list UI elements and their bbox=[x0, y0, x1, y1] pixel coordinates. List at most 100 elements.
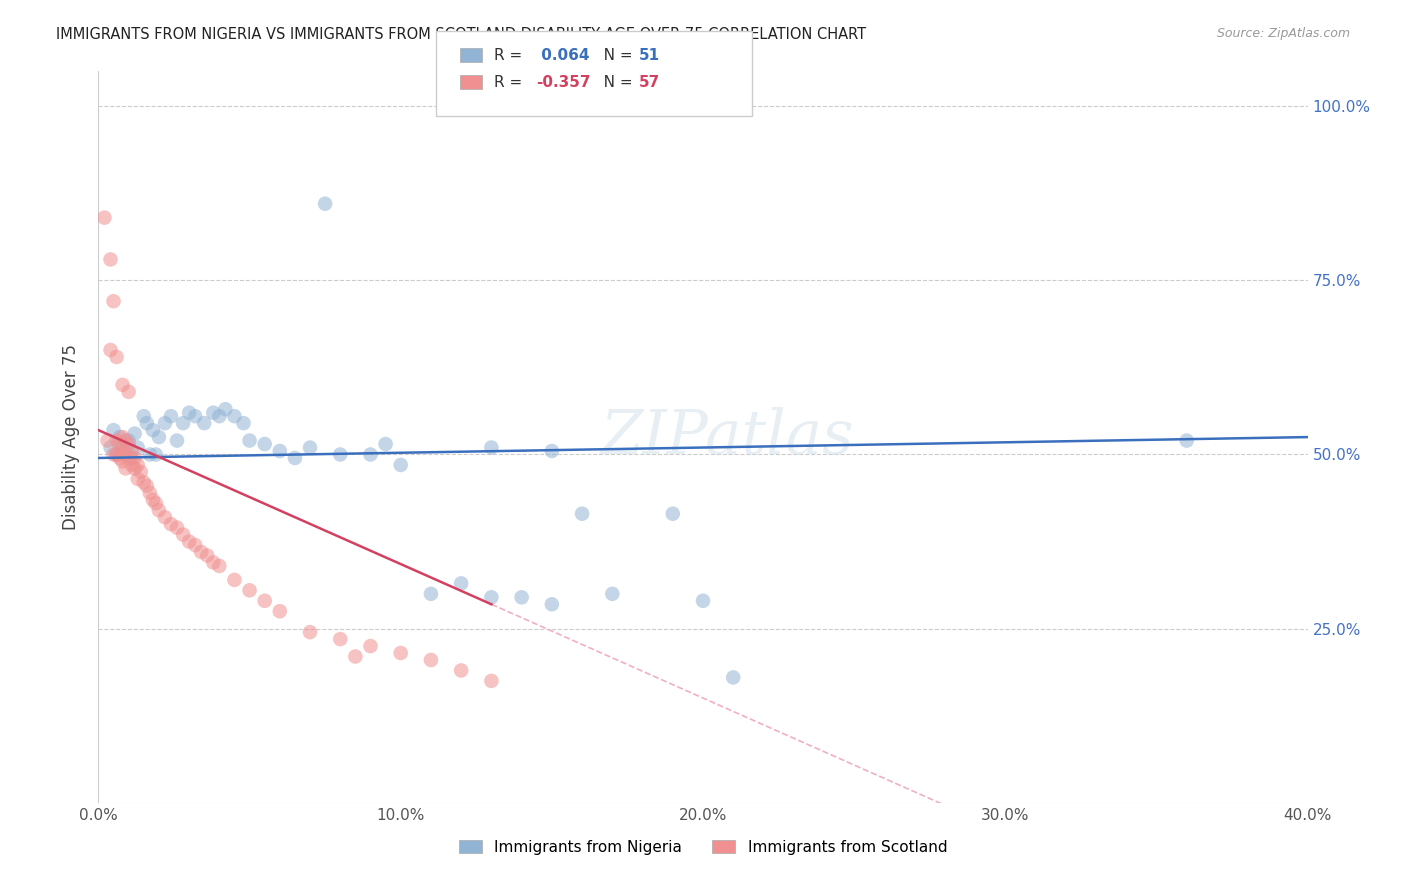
Point bbox=[540, 597, 562, 611]
Point bbox=[160, 517, 183, 532]
Text: N =: N = bbox=[589, 48, 637, 62]
Point bbox=[103, 423, 125, 437]
Point bbox=[148, 430, 170, 444]
Point bbox=[129, 465, 152, 479]
Point bbox=[420, 653, 443, 667]
Point bbox=[135, 416, 157, 430]
Point bbox=[172, 527, 194, 541]
Point bbox=[692, 594, 714, 608]
Point bbox=[450, 664, 472, 678]
Point bbox=[179, 406, 201, 420]
Point bbox=[108, 450, 131, 465]
Point bbox=[253, 594, 276, 608]
Point bbox=[145, 496, 167, 510]
Point bbox=[127, 458, 149, 472]
Point bbox=[723, 670, 745, 684]
Point bbox=[153, 416, 176, 430]
Point bbox=[160, 409, 183, 424]
Point bbox=[135, 479, 157, 493]
Point bbox=[111, 444, 134, 458]
Point bbox=[360, 448, 382, 462]
Point bbox=[148, 503, 170, 517]
Point bbox=[344, 649, 367, 664]
Point bbox=[105, 434, 128, 448]
Point bbox=[481, 591, 503, 605]
Point bbox=[118, 434, 141, 448]
Text: R =: R = bbox=[494, 75, 527, 89]
Point bbox=[124, 450, 146, 465]
Legend: Immigrants from Nigeria, Immigrants from Scotland: Immigrants from Nigeria, Immigrants from… bbox=[453, 834, 953, 861]
Point bbox=[139, 485, 162, 500]
Point bbox=[193, 416, 215, 430]
Point bbox=[239, 434, 262, 448]
Point bbox=[314, 196, 336, 211]
Point bbox=[224, 409, 246, 424]
Point bbox=[184, 538, 207, 552]
Point bbox=[510, 591, 533, 605]
Point bbox=[121, 444, 143, 458]
Text: R =: R = bbox=[494, 48, 527, 62]
Point bbox=[127, 472, 149, 486]
Text: Source: ZipAtlas.com: Source: ZipAtlas.com bbox=[1216, 27, 1350, 40]
Text: -0.357: -0.357 bbox=[536, 75, 591, 89]
Point bbox=[214, 402, 236, 417]
Point bbox=[571, 507, 593, 521]
Point bbox=[132, 409, 155, 424]
Point bbox=[420, 587, 443, 601]
Point bbox=[153, 510, 176, 524]
Point bbox=[118, 450, 141, 465]
Point bbox=[114, 461, 136, 475]
Point bbox=[195, 549, 218, 563]
Point bbox=[540, 444, 562, 458]
Y-axis label: Disability Age Over 75: Disability Age Over 75 bbox=[62, 344, 80, 530]
Text: N =: N = bbox=[589, 75, 637, 89]
Point bbox=[232, 416, 254, 430]
Point bbox=[1175, 434, 1198, 448]
Point bbox=[142, 423, 165, 437]
Point bbox=[602, 587, 624, 601]
Point bbox=[121, 450, 143, 465]
Point bbox=[145, 448, 167, 462]
Point bbox=[105, 350, 128, 364]
Point bbox=[105, 448, 128, 462]
Point bbox=[114, 444, 136, 458]
Text: 57: 57 bbox=[638, 75, 659, 89]
Point bbox=[172, 416, 194, 430]
Point bbox=[202, 406, 225, 420]
Text: IMMIGRANTS FROM NIGERIA VS IMMIGRANTS FROM SCOTLAND DISABILITY AGE OVER 75 CORRE: IMMIGRANTS FROM NIGERIA VS IMMIGRANTS FR… bbox=[56, 27, 866, 42]
Point bbox=[103, 294, 125, 309]
Point bbox=[166, 521, 188, 535]
Point bbox=[284, 450, 307, 465]
Point bbox=[118, 384, 141, 399]
Text: 51: 51 bbox=[638, 48, 659, 62]
Point bbox=[100, 252, 122, 267]
Point bbox=[142, 492, 165, 507]
Point bbox=[139, 448, 162, 462]
Point bbox=[661, 507, 683, 521]
Point bbox=[269, 604, 291, 618]
Point bbox=[127, 441, 149, 455]
Point bbox=[111, 454, 134, 468]
Point bbox=[111, 377, 134, 392]
Point bbox=[190, 545, 212, 559]
Point bbox=[450, 576, 472, 591]
Point bbox=[208, 409, 231, 424]
Point bbox=[253, 437, 276, 451]
Point bbox=[108, 437, 131, 451]
Point bbox=[481, 441, 503, 455]
Point bbox=[100, 343, 122, 357]
Point bbox=[299, 625, 322, 640]
Point bbox=[374, 437, 396, 451]
Point bbox=[108, 430, 131, 444]
Point bbox=[121, 458, 143, 472]
Point bbox=[179, 534, 201, 549]
Point bbox=[93, 211, 115, 225]
Point bbox=[132, 475, 155, 490]
Point bbox=[124, 461, 146, 475]
Point bbox=[114, 448, 136, 462]
Point bbox=[360, 639, 382, 653]
Point bbox=[105, 448, 128, 462]
Point bbox=[389, 458, 412, 472]
Point bbox=[224, 573, 246, 587]
Point bbox=[124, 426, 146, 441]
